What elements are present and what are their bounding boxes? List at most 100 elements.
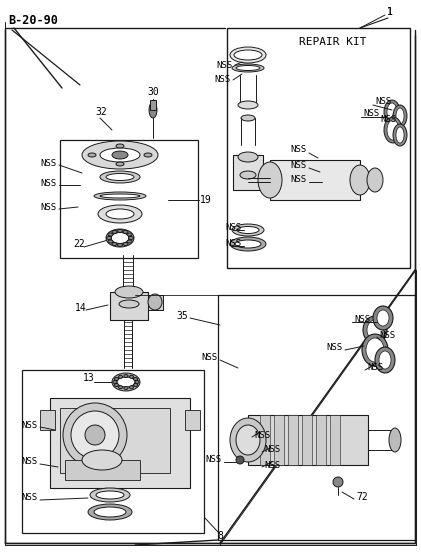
Ellipse shape [230,418,266,462]
Ellipse shape [237,227,259,233]
Ellipse shape [115,383,118,387]
Text: NSS: NSS [354,315,370,325]
Ellipse shape [100,148,140,162]
Text: NSS: NSS [226,223,242,233]
Ellipse shape [111,233,129,244]
Ellipse shape [116,162,124,166]
Ellipse shape [234,50,262,60]
Ellipse shape [240,171,256,179]
Ellipse shape [133,383,138,387]
Ellipse shape [130,375,133,378]
Text: 1: 1 [387,7,393,17]
Ellipse shape [98,205,142,223]
Ellipse shape [350,165,370,195]
Text: NSS: NSS [41,158,57,167]
Ellipse shape [396,108,404,124]
Ellipse shape [236,456,244,464]
Text: NSS: NSS [291,161,307,170]
Ellipse shape [124,375,128,377]
Text: 22: 22 [73,239,85,249]
Ellipse shape [108,240,113,243]
Text: NSS: NSS [226,239,242,249]
Text: 13: 13 [83,373,95,383]
Bar [110,292,148,320]
Text: 72: 72 [356,492,368,502]
Ellipse shape [366,338,384,362]
Bar [218,295,415,540]
Ellipse shape [107,237,112,239]
Text: NSS: NSS [380,115,396,125]
Ellipse shape [377,310,389,326]
Ellipse shape [241,115,255,121]
Text: NSS: NSS [22,420,38,429]
Bar [40,410,55,430]
Text: NSS: NSS [254,430,270,439]
Ellipse shape [232,64,264,72]
Text: NSS: NSS [379,331,395,340]
Bar [227,28,410,268]
Text: NSS: NSS [217,60,233,69]
Bar [248,415,368,465]
Ellipse shape [389,428,401,452]
Ellipse shape [148,294,162,310]
Text: 35: 35 [176,311,188,321]
Bar [150,100,156,110]
Ellipse shape [124,387,128,389]
Ellipse shape [236,425,260,455]
Bar [302,415,312,465]
Ellipse shape [90,488,130,502]
Ellipse shape [128,237,133,239]
Bar [60,408,170,473]
Ellipse shape [88,504,132,520]
Bar [316,415,326,465]
Ellipse shape [112,230,117,233]
Ellipse shape [71,411,119,459]
Bar [270,160,360,200]
Ellipse shape [117,229,123,233]
Ellipse shape [375,347,395,373]
Ellipse shape [94,507,126,517]
Ellipse shape [106,209,134,219]
Ellipse shape [238,101,258,109]
Ellipse shape [367,168,383,192]
Ellipse shape [387,120,399,140]
Ellipse shape [82,450,122,470]
Text: NSS: NSS [327,343,343,352]
Bar [274,415,284,465]
Bar [260,415,270,465]
Text: NSS: NSS [215,75,231,85]
Ellipse shape [100,194,140,198]
Text: NSS: NSS [264,460,280,469]
Ellipse shape [230,237,266,251]
Ellipse shape [123,230,128,233]
Text: NSS: NSS [264,445,280,454]
Ellipse shape [123,243,128,245]
Ellipse shape [396,127,404,143]
Ellipse shape [112,243,117,245]
Ellipse shape [117,244,123,247]
Text: NSS: NSS [206,455,222,464]
Text: 8: 8 [217,531,223,541]
Bar [65,460,140,480]
Bar [288,415,298,465]
Ellipse shape [117,377,135,387]
Text: NSS: NSS [375,98,391,106]
Text: NSS: NSS [22,458,38,466]
Ellipse shape [373,306,393,330]
Ellipse shape [384,100,400,124]
Ellipse shape [387,103,397,121]
Ellipse shape [362,334,388,366]
Text: NSS: NSS [291,176,307,184]
Ellipse shape [230,47,266,63]
Text: NSS: NSS [41,178,57,187]
Ellipse shape [144,153,152,157]
Ellipse shape [127,233,132,236]
Text: NSS: NSS [363,110,379,119]
Text: 19: 19 [200,195,212,205]
Ellipse shape [88,153,96,157]
Ellipse shape [82,141,158,169]
Text: NSS: NSS [202,353,218,362]
Ellipse shape [106,229,134,247]
Ellipse shape [236,65,260,70]
Ellipse shape [149,102,157,118]
